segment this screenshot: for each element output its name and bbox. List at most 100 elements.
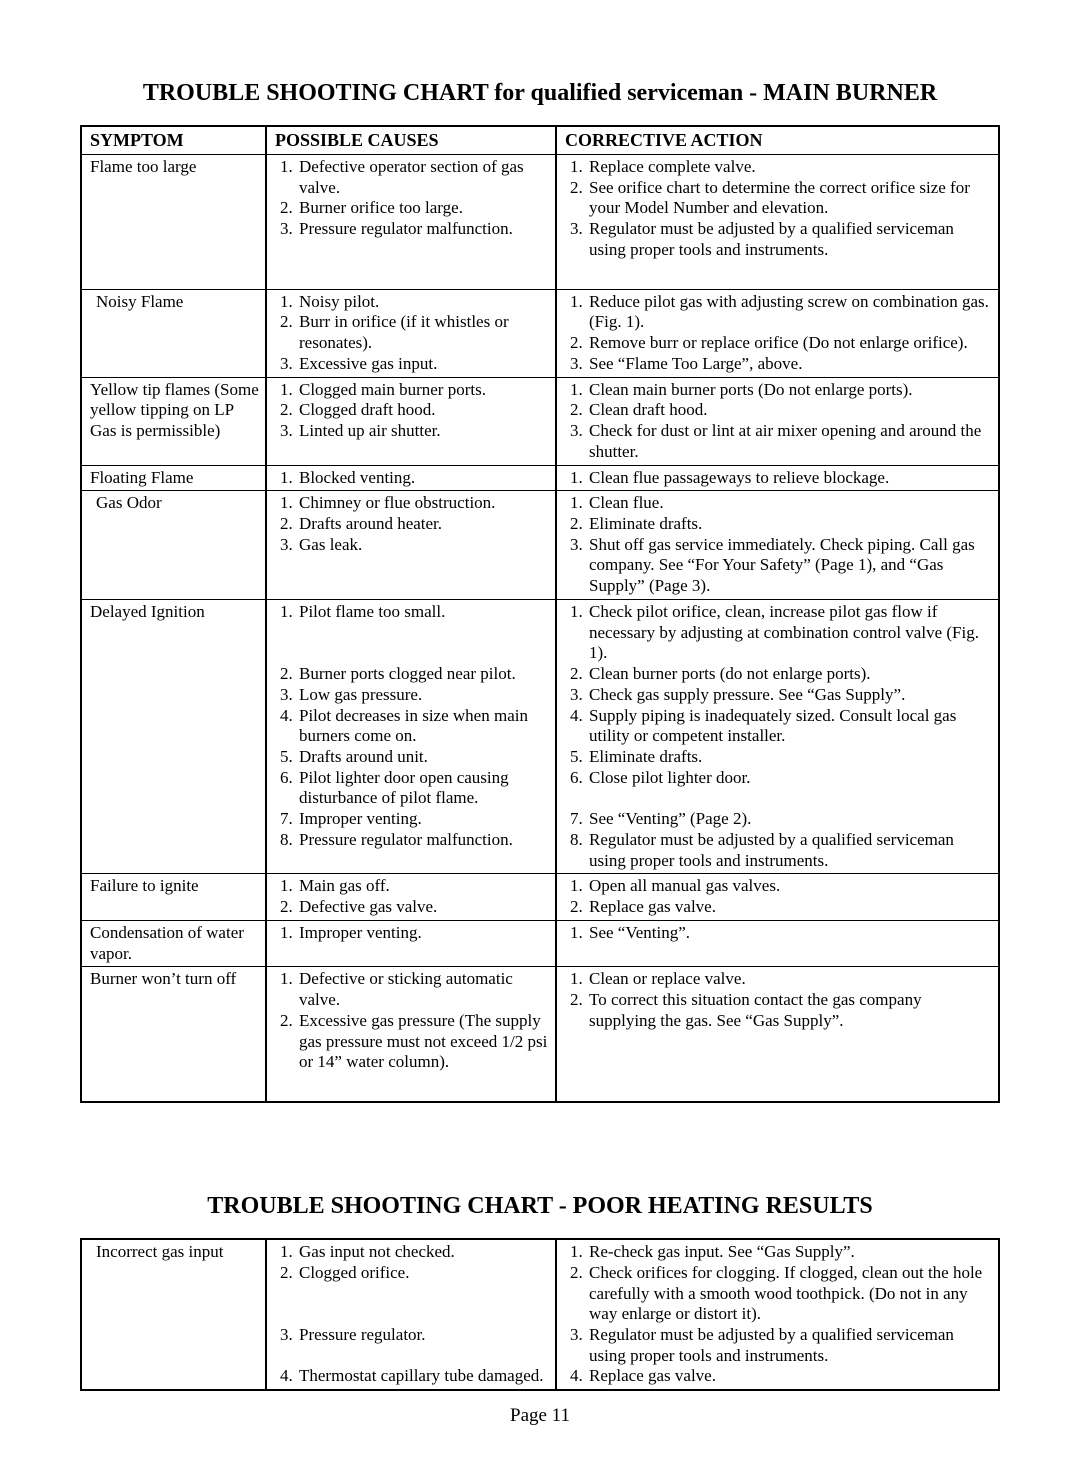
table-row: Condensation of water vapor.Improper ven… — [81, 920, 999, 966]
list-item: To correct this situation contact the ga… — [587, 990, 992, 1031]
list-item: Pressure regulator malfunction. — [297, 830, 549, 851]
list-item: Noisy pilot. — [297, 292, 549, 313]
list-item: Reduce pilot gas with adjusting screw on… — [587, 292, 992, 333]
table-row: Delayed IgnitionPilot flame too small.Bu… — [81, 599, 999, 874]
list-item: Defective gas valve. — [297, 897, 549, 918]
table-row: Noisy FlameNoisy pilot.Burr in orifice (… — [81, 289, 999, 377]
list-item: Pilot flame too small. — [297, 602, 549, 623]
list-item: Check pilot orifice, clean, increase pil… — [587, 602, 992, 664]
list-item: Burr in orifice (if it whistles or reson… — [297, 312, 549, 353]
title-main-burner: TROUBLE SHOOTING CHART for qualified ser… — [80, 80, 1000, 107]
list-item: Improper venting. — [297, 809, 549, 830]
list-item: Supply piping is inadequately sized. Con… — [587, 706, 992, 747]
list-item: Eliminate drafts. — [587, 747, 992, 768]
action-cell: Re-check gas input. See “Gas Supply”.Che… — [556, 1239, 999, 1390]
list-item: Clean flue. — [587, 493, 992, 514]
list-item: Check for dust or lint at air mixer open… — [587, 421, 992, 462]
list-item: Check orifices for clogging. If clogged,… — [587, 1263, 992, 1325]
list-item: Linted up air shutter. — [297, 421, 549, 442]
table-row: Burner won’t turn off Defective or sticki… — [81, 967, 999, 1102]
symptom-cell: Floating Flame — [81, 465, 266, 491]
list-item: Pilot lighter door open causing disturba… — [297, 768, 549, 809]
list-item: Remove burr or replace orifice (Do not e… — [587, 333, 992, 354]
list-item: Pressure regulator. — [297, 1325, 549, 1346]
list-item: Pilot decreases in size when main burner… — [297, 706, 549, 747]
action-cell: Reduce pilot gas with adjusting screw on… — [556, 289, 999, 377]
table-row: Gas OdorChimney or flue obstruction.Draf… — [81, 491, 999, 600]
cause-cell: Defective operator section of gas valve.… — [266, 155, 556, 290]
symptom-cell: Failure to ignite — [81, 874, 266, 920]
list-item: Clogged main burner ports. — [297, 380, 549, 401]
list-item: Defective or sticking automatic valve. — [297, 969, 549, 1010]
page: TROUBLE SHOOTING CHART for qualified ser… — [0, 0, 1080, 1467]
header-symptom: SYMPTOM — [81, 126, 266, 155]
table-row: Flame too largeDefective operator sectio… — [81, 155, 999, 290]
list-item: See orifice chart to determine the corre… — [587, 178, 992, 219]
symptom-cell: Incorrect gas input — [81, 1239, 266, 1390]
list-item: Clogged orifice. — [297, 1263, 549, 1284]
list-item: Gas input not checked. — [297, 1242, 549, 1263]
page-number: Page 11 — [80, 1405, 1000, 1427]
header-cause: POSSIBLE CAUSES — [266, 126, 556, 155]
cause-cell: Clogged main burner ports.Clogged draft … — [266, 377, 556, 465]
cause-cell: Chimney or flue obstruction.Drafts aroun… — [266, 491, 556, 600]
list-item: Defective operator section of gas valve. — [297, 157, 549, 198]
action-cell: Clean main burner ports (Do not enlarge … — [556, 377, 999, 465]
table-main-burner: SYMPTOM POSSIBLE CAUSES CORRECTIVE ACTIO… — [80, 125, 1000, 1103]
list-item: Regulator must be adjusted by a qualifie… — [587, 830, 992, 871]
list-item: Excessive gas pressure (The supply gas p… — [297, 1011, 549, 1073]
symptom-cell: Flame too large — [81, 155, 266, 290]
action-cell: Clean flue passageways to relieve blocka… — [556, 465, 999, 491]
action-cell: Clean or replace valve.To correct this s… — [556, 967, 999, 1102]
list-item: Chimney or flue obstruction. — [297, 493, 549, 514]
list-item: Eliminate drafts. — [587, 514, 992, 535]
list-item: Check gas supply pressure. See “Gas Supp… — [587, 685, 992, 706]
list-item: Thermostat capillary tube damaged. — [297, 1366, 549, 1387]
cause-cell: Noisy pilot.Burr in orifice (if it whist… — [266, 289, 556, 377]
table-row: Failure to igniteMain gas off.Defective … — [81, 874, 999, 920]
list-item: Pressure regulator malfunction. — [297, 219, 549, 240]
symptom-cell: Burner won’t turn off — [81, 967, 266, 1102]
list-item: Clean or replace valve. — [587, 969, 992, 990]
cause-cell: Gas input not checked.Clogged orifice. Pr… — [266, 1239, 556, 1390]
symptom-cell: Delayed Ignition — [81, 599, 266, 874]
list-item: See “Venting” (Page 2). — [587, 809, 992, 830]
header-action: CORRECTIVE ACTION — [556, 126, 999, 155]
cause-cell: Main gas off.Defective gas valve. — [266, 874, 556, 920]
list-item: See “Flame Too Large”, above. — [587, 354, 992, 375]
symptom-cell: Condensation of water vapor. — [81, 920, 266, 966]
list-item: Clean draft hood. — [587, 400, 992, 421]
symptom-cell: Noisy Flame — [81, 289, 266, 377]
title-poor-heating: TROUBLE SHOOTING CHART - POOR HEATING RE… — [80, 1193, 1000, 1220]
list-item: Gas leak. — [297, 535, 549, 556]
cause-cell: Blocked venting. — [266, 465, 556, 491]
table-row: Yellow tip flames (Some yellow tipping o… — [81, 377, 999, 465]
list-item: Re-check gas input. See “Gas Supply”. — [587, 1242, 992, 1263]
action-cell: See “Venting”. — [556, 920, 999, 966]
list-item: Regulator must be adjusted by a qualifie… — [587, 1325, 992, 1366]
list-item: Main gas off. — [297, 876, 549, 897]
list-item: Clean flue passageways to relieve blocka… — [587, 468, 992, 489]
list-item: Shut off gas service immediately. Check … — [587, 535, 992, 597]
list-item: Drafts around unit. — [297, 747, 549, 768]
cause-cell: Pilot flame too small.Burner ports clogg… — [266, 599, 556, 874]
list-item: See “Venting”. — [587, 923, 992, 944]
list-item: Low gas pressure. — [297, 685, 549, 706]
table-row: Incorrect gas inputGas input not checked… — [81, 1239, 999, 1390]
list-item: Drafts around heater. — [297, 514, 549, 535]
list-item: Replace gas valve. — [587, 1366, 992, 1387]
list-item: Excessive gas input. — [297, 354, 549, 375]
action-cell: Check pilot orifice, clean, increase pil… — [556, 599, 999, 874]
action-cell: Clean flue.Eliminate drafts.Shut off gas… — [556, 491, 999, 600]
action-cell: Open all manual gas valves.Replace gas v… — [556, 874, 999, 920]
list-item: Open all manual gas valves. — [587, 876, 992, 897]
action-cell: Replace complete valve.See orifice chart… — [556, 155, 999, 290]
cause-cell: Improper venting. — [266, 920, 556, 966]
list-item: Clean burner ports (do not enlarge ports… — [587, 664, 992, 685]
list-item: Replace gas valve. — [587, 897, 992, 918]
list-item: Clogged draft hood. — [297, 400, 549, 421]
list-item: Blocked venting. — [297, 468, 549, 489]
list-item: Burner orifice too large. — [297, 198, 549, 219]
table-poor-heating: Incorrect gas inputGas input not checked… — [80, 1238, 1000, 1391]
table-row: Floating Flame Blocked venting. Clean flue… — [81, 465, 999, 491]
